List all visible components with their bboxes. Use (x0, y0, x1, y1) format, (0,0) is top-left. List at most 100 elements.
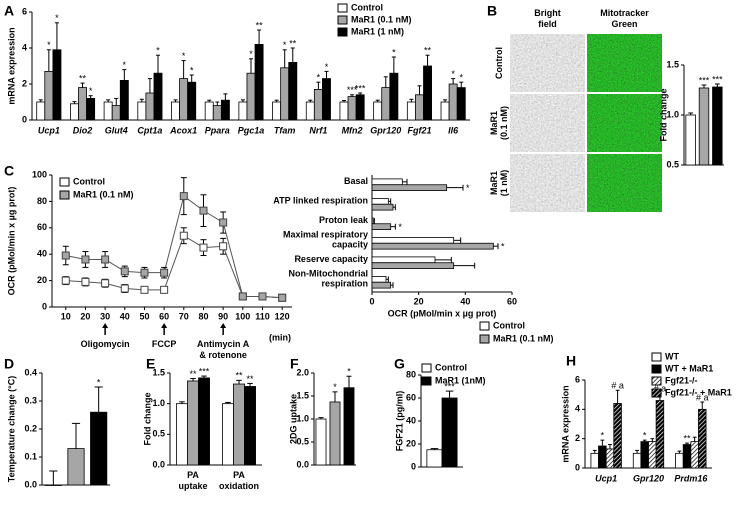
bar (632, 452, 642, 469)
significance: * (466, 183, 470, 193)
legend-swatch (337, 15, 348, 25)
marker (120, 284, 129, 293)
x-tick-label-line: uptake (178, 481, 207, 491)
marker (101, 255, 110, 264)
panel-letter: E (146, 356, 155, 372)
y-tick-label-line: Non-Mitochondrial (289, 269, 369, 279)
bar (111, 105, 121, 121)
significance: ** (289, 38, 297, 48)
bar (682, 444, 692, 469)
bar (171, 101, 180, 121)
bar (648, 441, 657, 469)
y-axis-label: 2DG uptake (288, 394, 298, 444)
annotation-arrowhead (161, 323, 168, 328)
y-tick-label: 40 (37, 249, 47, 259)
bar (355, 94, 365, 121)
bar (371, 281, 392, 289)
significance: # a (611, 381, 624, 391)
bar (415, 94, 424, 121)
significance: * (89, 86, 93, 96)
bar (371, 178, 403, 186)
x-tick-label: PA uptake (178, 470, 207, 491)
annotation-line: & rotenone (199, 350, 247, 360)
marker (219, 242, 228, 251)
y-tick-label: 0 (42, 301, 47, 311)
marker (61, 276, 70, 285)
significance: ** (684, 433, 692, 443)
x-tick-label: 10 (61, 311, 71, 321)
significance: * (317, 73, 321, 83)
y-tick-label: Proton leak (319, 215, 369, 225)
marker (140, 268, 149, 277)
x-tick-label: Ppara (205, 125, 230, 135)
x-tick-label: Tfam (274, 125, 296, 135)
significance: * (451, 69, 455, 79)
bar (233, 383, 245, 466)
panel-letter: D (4, 356, 14, 372)
significance: * (325, 62, 329, 72)
bar (198, 377, 210, 466)
x-tick-label: Pgc1a (238, 125, 265, 135)
x-tick-label: 20 (80, 311, 90, 321)
x-tick-label: 110 (255, 311, 270, 321)
y-tick-label: 20 (37, 275, 47, 285)
bar (613, 403, 622, 469)
x-tick-label: 20 (414, 296, 424, 306)
x-tick-label: Il6 (448, 125, 459, 135)
row-label: MaR1(1 nM) (489, 170, 509, 197)
legend-swatch (651, 352, 662, 362)
y-tick-label-line: Basal (344, 176, 368, 186)
bar (36, 101, 46, 121)
annotation: FCCP (152, 339, 177, 349)
legend-label: Control (493, 320, 525, 330)
bar (381, 87, 391, 121)
x-tick-label-line: oxidation (219, 481, 259, 491)
bar (343, 387, 355, 466)
bar (440, 101, 450, 121)
y-tick-label-line: ATP linked respiration (273, 196, 368, 206)
y-tick-label: Maximal respiratory capacity (283, 230, 368, 250)
y-tick-label: 0.0 (296, 459, 309, 469)
legend-swatch (651, 376, 662, 386)
row-label: MaR1(0.1 nM) (489, 106, 509, 140)
marker (101, 279, 110, 288)
y-tick-label: 0.3 (24, 395, 37, 405)
bar (305, 101, 315, 121)
significance: ** (189, 369, 197, 379)
y-tick-label: 1.5 (666, 59, 679, 69)
x-tick-label: 100 (235, 311, 250, 321)
y-tick-label: 1.0 (296, 413, 309, 423)
x-axis-label: (min) (269, 332, 291, 342)
x-tick-label: Cpt1a (137, 125, 162, 135)
marker (61, 251, 70, 260)
column-header: Mitotracker Green (600, 8, 649, 29)
bar (44, 484, 62, 486)
significance: * (47, 40, 51, 50)
y-tick-label: 4 (575, 404, 580, 414)
legend-label: MaR1 (0.1 nM) (351, 14, 412, 24)
bar (441, 397, 458, 468)
y-tick-label: 2 (575, 433, 580, 443)
y-axis-label: Fold change (142, 392, 152, 445)
row-label: Control (494, 47, 504, 79)
x-tick-label: 70 (179, 311, 189, 321)
micrograph (509, 33, 586, 93)
marker (160, 268, 169, 277)
bar (179, 78, 189, 121)
x-tick-label: Gpr120 (633, 473, 664, 483)
column-header-line: Bright (534, 8, 561, 18)
bar (246, 72, 256, 121)
significance: ** (79, 73, 87, 83)
row-label-line: Control (494, 47, 504, 79)
y-tick-label: 0.0 (152, 459, 165, 469)
x-tick-label: 60 (159, 311, 169, 321)
bar (371, 275, 387, 283)
bar (371, 223, 392, 230)
x-tick-label: 90 (218, 311, 228, 321)
annotation-arrowhead (102, 323, 109, 328)
y-tick-label: 40 (406, 415, 416, 425)
x-tick-label-line: PA (233, 470, 245, 480)
y-tick-label-line: Proton leak (319, 215, 369, 225)
y-tick-label: 0.1 (24, 451, 37, 461)
y-tick-label: 0 (575, 462, 580, 472)
